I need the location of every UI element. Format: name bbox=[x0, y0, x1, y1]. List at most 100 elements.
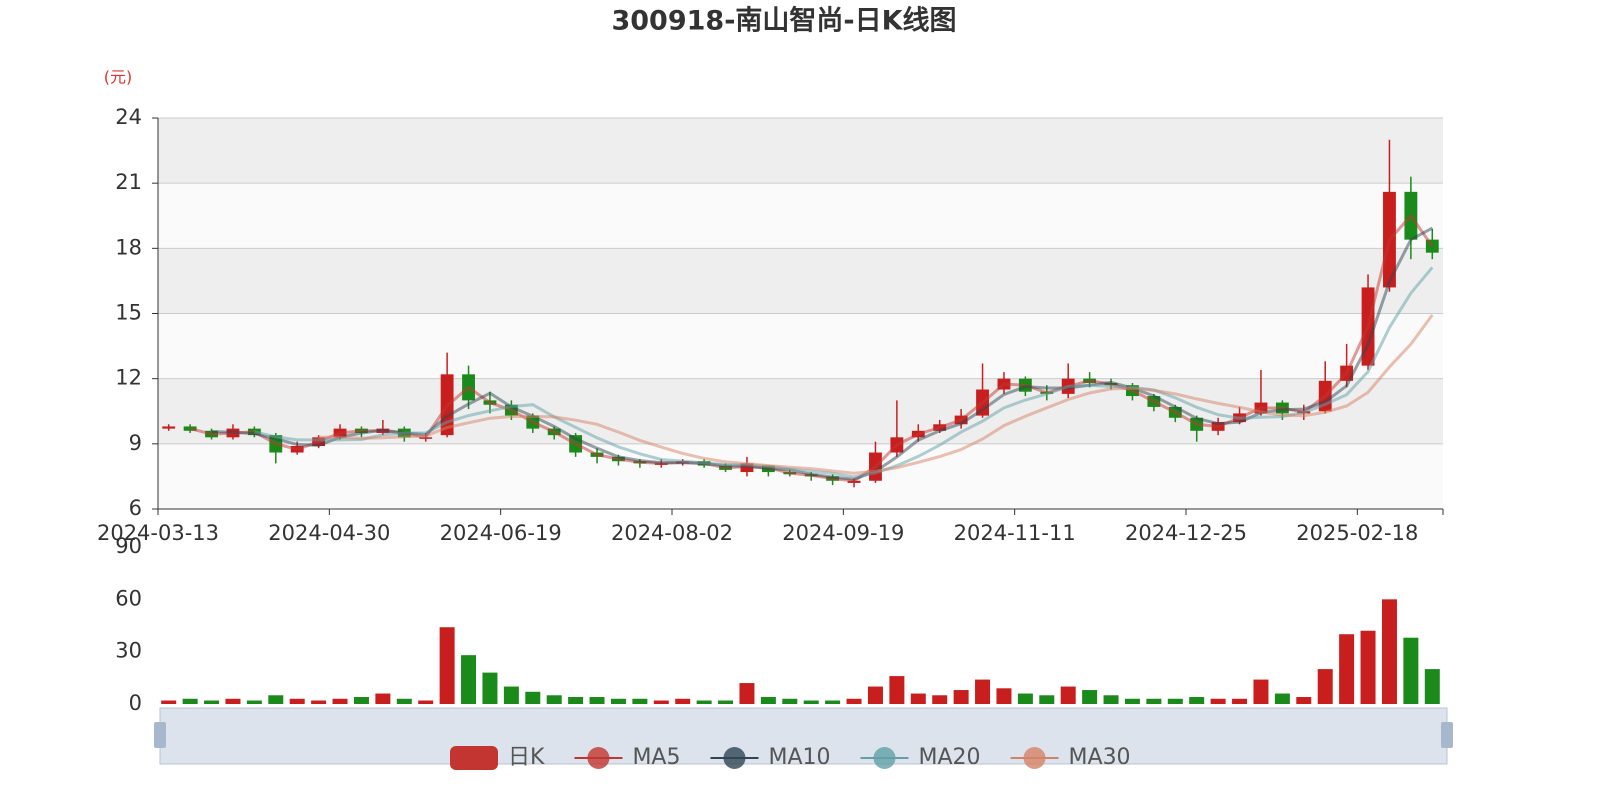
volume-bar bbox=[246, 700, 262, 704]
volume-bar bbox=[1360, 630, 1376, 704]
volume-bar bbox=[161, 700, 177, 704]
volume-bar bbox=[396, 698, 412, 704]
legend-item[interactable]: MA5 bbox=[574, 745, 680, 770]
volume-bar bbox=[675, 698, 691, 704]
volume-tick-label: 30 bbox=[115, 639, 142, 663]
volume-bar bbox=[1317, 669, 1333, 704]
volume-bar bbox=[696, 700, 712, 704]
volume-bar bbox=[867, 686, 883, 704]
volume-tick-label: 90 bbox=[115, 534, 142, 558]
volume-bar bbox=[375, 693, 391, 704]
volume-bar bbox=[525, 691, 541, 704]
volume-bar bbox=[439, 627, 455, 704]
x-tick-label: 2024-08-02 bbox=[611, 521, 733, 545]
y-tick-label: 15 bbox=[115, 301, 142, 325]
y-tick-label: 21 bbox=[115, 170, 142, 194]
volume-bar bbox=[353, 697, 369, 704]
volume-bar bbox=[225, 698, 241, 704]
volume-bar bbox=[1060, 686, 1076, 704]
grid-band bbox=[158, 118, 1443, 184]
volume-bar bbox=[568, 697, 584, 704]
x-tick-label: 2024-12-25 bbox=[1125, 521, 1247, 545]
data-zoom[interactable] bbox=[154, 707, 1453, 765]
legend-label: MA10 bbox=[768, 745, 830, 770]
volume-bar bbox=[1082, 690, 1098, 704]
volume-bar bbox=[589, 697, 605, 704]
legend-swatch bbox=[450, 746, 498, 770]
y-tick-label: 6 bbox=[129, 496, 142, 520]
volume-bar bbox=[268, 695, 284, 704]
volume-bar bbox=[1103, 695, 1119, 704]
candle-body bbox=[162, 426, 176, 429]
grid-band bbox=[158, 183, 1443, 249]
volume-bar bbox=[782, 698, 798, 704]
volume-bar bbox=[289, 698, 305, 704]
legend-item[interactable]: MA30 bbox=[1010, 745, 1131, 770]
y-tick-label: 12 bbox=[115, 366, 142, 390]
volume-bar bbox=[632, 698, 648, 704]
volume-bar bbox=[846, 698, 862, 704]
x-tick-label: 2024-06-19 bbox=[440, 521, 562, 545]
volume-bar bbox=[204, 700, 220, 704]
volume-bar bbox=[1274, 693, 1290, 704]
legend-swatch bbox=[723, 747, 746, 769]
volume-bar bbox=[311, 700, 327, 704]
x-tick-label: 2024-11-11 bbox=[954, 521, 1076, 545]
volume-bar bbox=[1189, 697, 1205, 704]
volume-bar bbox=[803, 700, 819, 704]
volume-tick-label: 60 bbox=[115, 586, 142, 610]
legend-label: 日K bbox=[508, 745, 545, 770]
chart-title: 300918-南山智尚-日K线图 bbox=[611, 6, 956, 37]
legend-item[interactable]: MA10 bbox=[710, 745, 831, 770]
volume-bar bbox=[332, 698, 348, 704]
zoom-handle[interactable] bbox=[154, 722, 166, 748]
legend-label: MA5 bbox=[632, 745, 680, 770]
volume-bar bbox=[1381, 599, 1397, 704]
x-tick-label: 2024-03-13 bbox=[97, 521, 219, 545]
ma-line bbox=[318, 314, 1434, 475]
volume-bar bbox=[889, 676, 905, 704]
ma-line bbox=[254, 266, 1434, 479]
volume-bar bbox=[910, 693, 926, 704]
volume-bar bbox=[1232, 698, 1248, 704]
volume-bar bbox=[825, 700, 841, 704]
volume-bar bbox=[1403, 637, 1419, 704]
grid-band bbox=[158, 313, 1443, 379]
legend-label: MA30 bbox=[1069, 745, 1131, 770]
volume-bar bbox=[1253, 679, 1269, 704]
legend-item[interactable]: 日K bbox=[450, 745, 545, 770]
y-tick-label: 9 bbox=[129, 431, 142, 455]
legend-swatch bbox=[1023, 747, 1046, 769]
legend-swatch bbox=[587, 747, 610, 769]
legend-swatch bbox=[873, 747, 896, 769]
x-tick-label: 2024-09-19 bbox=[782, 521, 904, 545]
volume-bar bbox=[610, 698, 626, 704]
y-tick-label: 18 bbox=[115, 235, 142, 259]
legend-label: MA20 bbox=[919, 745, 981, 770]
volume-bar bbox=[718, 700, 734, 704]
volume-bar bbox=[1339, 634, 1355, 704]
zoom-handle[interactable] bbox=[1441, 722, 1453, 748]
volume-bar bbox=[418, 700, 434, 704]
zoom-track[interactable] bbox=[159, 707, 1448, 765]
volume-bar bbox=[1124, 698, 1140, 704]
x-tick-label: 2025-02-18 bbox=[1296, 521, 1418, 545]
volume-tick-label: 0 bbox=[129, 691, 142, 715]
volume-bar bbox=[760, 697, 776, 704]
volume-bar bbox=[1017, 693, 1033, 704]
grid-band bbox=[158, 248, 1443, 314]
volume-bar bbox=[932, 695, 948, 704]
x-tick-label: 2024-04-30 bbox=[268, 521, 390, 545]
volume-bar bbox=[1039, 695, 1055, 704]
volume-bar bbox=[482, 672, 498, 704]
volume-bar bbox=[1146, 698, 1162, 704]
volume-bar bbox=[1167, 698, 1183, 704]
volume-bar bbox=[1296, 697, 1312, 704]
volume-bar bbox=[975, 679, 991, 704]
y-tick-label: 24 bbox=[115, 105, 142, 129]
volume-bar bbox=[546, 695, 562, 704]
volume-bar bbox=[503, 686, 519, 704]
grid-band bbox=[158, 443, 1443, 509]
legend-item[interactable]: MA20 bbox=[860, 745, 981, 770]
